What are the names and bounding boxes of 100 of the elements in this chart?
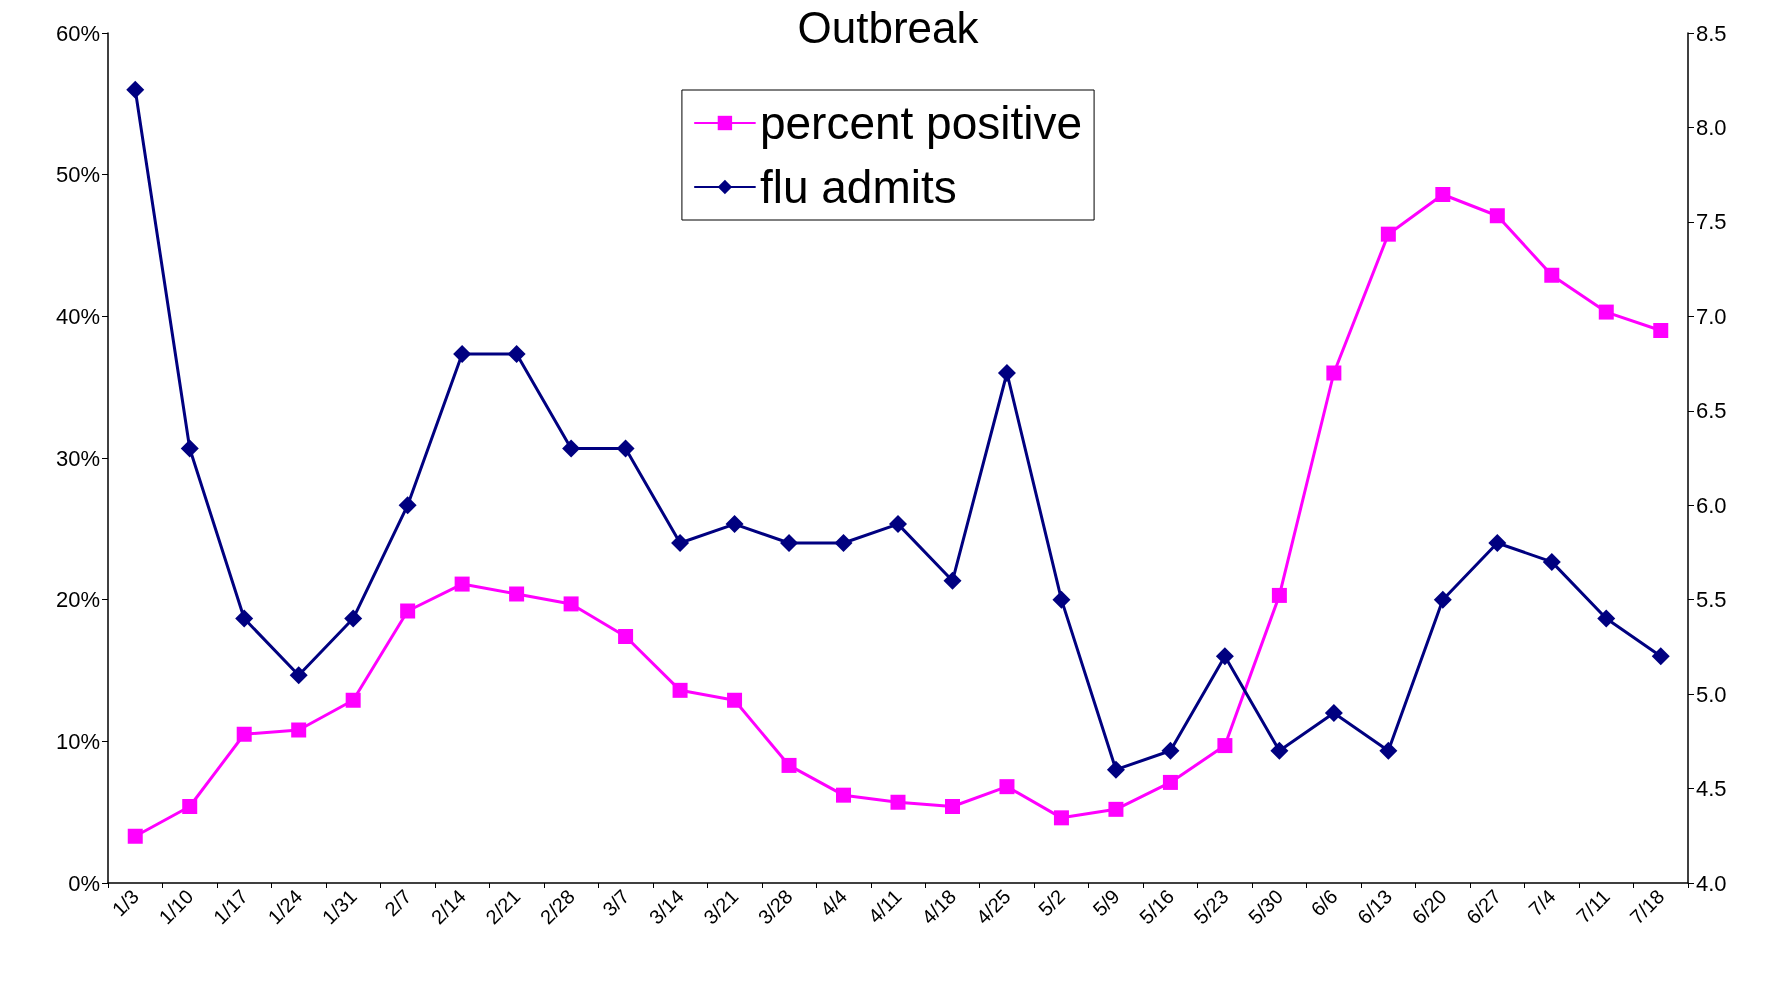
x-tick-label: 3/7: [598, 885, 634, 921]
point: [345, 692, 361, 708]
point: [1162, 774, 1178, 790]
point: [1271, 587, 1287, 603]
point: [890, 794, 906, 810]
y2-tick-label: 7.0: [1696, 303, 1727, 329]
point: [671, 534, 690, 552]
point: [834, 534, 853, 552]
point: [1433, 590, 1452, 609]
x-tick-label: 5/16: [1135, 885, 1179, 929]
x-tick-label: 3/21: [699, 885, 743, 929]
point: [1161, 741, 1180, 760]
point: [1270, 741, 1289, 760]
x-tick-label: 1/31: [317, 885, 361, 929]
point: [127, 828, 143, 844]
x-tick-label: 4/25: [971, 885, 1015, 929]
chart-title: Outbreak: [797, 2, 980, 52]
y-tick-label: 30%: [55, 445, 100, 471]
y2-tick-label: 4.5: [1696, 776, 1727, 802]
x-tick-label: 3/28: [753, 885, 797, 929]
y2-tick-label: 4.0: [1696, 870, 1727, 896]
y2-tick-label: 7.5: [1696, 209, 1727, 235]
y2-tick-label: 5.5: [1696, 587, 1727, 613]
point: [1379, 741, 1398, 760]
y-tick-label: 0%: [68, 870, 100, 896]
legend-label: flu admits: [759, 161, 957, 213]
point: [780, 534, 799, 552]
x-tick-label: 5/9: [1088, 885, 1124, 921]
point: [1542, 552, 1561, 571]
point: [1653, 323, 1669, 338]
x-tick-label: 4/18: [917, 885, 961, 929]
point: [836, 787, 852, 803]
point: [889, 515, 907, 534]
point: [344, 609, 363, 628]
x-tick-label: 6/20: [1407, 885, 1451, 929]
x-tick-label: 5/2: [1034, 885, 1070, 921]
point: [727, 692, 743, 708]
point: [618, 629, 634, 644]
point: [1215, 647, 1234, 666]
point: [235, 609, 254, 628]
point: [1488, 534, 1507, 552]
x-tick-label: 7/11: [1572, 885, 1615, 928]
point: [1217, 738, 1233, 754]
x-tick-label: 5/30: [1244, 885, 1288, 929]
x-tick-label: 2/21: [481, 885, 525, 929]
x-tick-label: 6/27: [1462, 885, 1506, 929]
y2-tick-label: 6.5: [1696, 398, 1727, 424]
x-tick-label: 1/3: [107, 885, 144, 921]
point: [1544, 267, 1560, 283]
y2-tick-label: 8.5: [1696, 20, 1727, 46]
x-tick-label: 6/6: [1306, 885, 1342, 921]
point: [1598, 304, 1614, 320]
point: [997, 364, 1016, 382]
y-tick-label: 40%: [55, 303, 100, 329]
x-tick-label: 4/4: [816, 885, 852, 921]
legend-label: percent positive: [759, 97, 1083, 149]
y-tick-label: 20%: [55, 587, 100, 613]
point: [398, 496, 417, 515]
point: [943, 571, 962, 590]
y2-tick-label: 8.0: [1696, 114, 1727, 140]
y-tick-label: 50%: [55, 162, 100, 188]
point: [1435, 187, 1451, 202]
point: [289, 666, 308, 685]
x-tick-label: 5/23: [1189, 885, 1233, 929]
point: [180, 439, 199, 458]
point: [1651, 647, 1670, 666]
point: [1108, 801, 1124, 817]
point: [616, 439, 635, 458]
point: [1380, 226, 1396, 242]
point: [509, 586, 525, 602]
point: [1053, 810, 1069, 826]
y2-tick-label: 5.0: [1696, 681, 1727, 707]
x-tick-label: 7/18: [1625, 885, 1669, 929]
point: [725, 515, 744, 534]
x-tick-label: 4/11: [863, 885, 906, 928]
point: [126, 80, 145, 99]
x-tick-label: 7/4: [1524, 885, 1560, 921]
point: [236, 726, 252, 742]
point: [182, 799, 198, 814]
point: [562, 439, 581, 458]
point: [453, 345, 472, 364]
y-tick-label: 60%: [55, 20, 100, 46]
point: [454, 576, 470, 592]
point: [781, 757, 797, 773]
point: [944, 799, 960, 814]
y-tick-label: 10%: [55, 728, 100, 754]
y2-tick-label: 6.0: [1696, 492, 1727, 518]
point: [400, 603, 416, 619]
point: [507, 345, 526, 364]
point: [1489, 208, 1505, 224]
point: [291, 722, 307, 738]
point: [1324, 704, 1343, 722]
point: [1106, 760, 1125, 779]
point: [999, 779, 1015, 795]
point: [1326, 365, 1342, 381]
x-tick-label: 2/7: [380, 885, 416, 921]
point: [563, 596, 579, 612]
x-tick-label: 6/13: [1353, 885, 1397, 929]
point: [1597, 609, 1616, 628]
point: [1052, 590, 1071, 609]
